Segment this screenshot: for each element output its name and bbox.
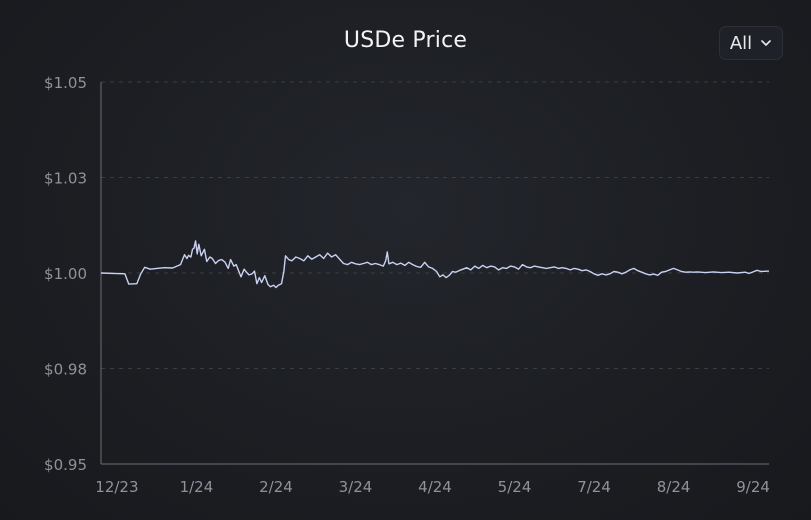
y-tick-label: $1.03 [44,170,87,188]
x-tick-label: 9/24 [736,478,770,496]
x-tick-label: 12/23 [95,478,138,496]
x-tick-label: 1/24 [180,478,214,496]
y-tick-label: $1.00 [44,265,87,283]
chart-title: USDe Price [343,28,468,53]
y-tick-label: $0.98 [44,361,87,379]
x-tick-label: 2/24 [259,478,293,496]
price-line [100,240,770,289]
x-tick-label: 3/24 [339,478,373,496]
y-tick-label: $0.95 [44,456,87,474]
x-tick-label: 4/24 [418,478,452,496]
x-tick-label: 5/24 [498,478,532,496]
time-range-dropdown[interactable]: All [719,26,783,60]
time-range-value: All [729,32,753,54]
chevron-down-icon [761,40,771,46]
y-tick-label: $1.05 [44,74,87,92]
x-tick-label: 8/24 [657,478,691,496]
x-tick-label: 7/24 [577,478,611,496]
